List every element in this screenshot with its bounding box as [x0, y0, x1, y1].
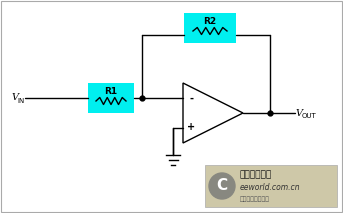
Circle shape	[209, 173, 235, 199]
Bar	[205, 165, 337, 207]
Text: eeworld.com.cn: eeworld.com.cn	[240, 184, 300, 193]
Bar	[184, 13, 236, 43]
Text: +: +	[187, 122, 195, 132]
Text: 新型电子设计之家: 新型电子设计之家	[240, 196, 270, 202]
Text: V: V	[296, 108, 303, 118]
Text: 电子工程世界: 电子工程世界	[240, 170, 272, 180]
Text: IN: IN	[17, 98, 24, 104]
Text: OUT: OUT	[302, 113, 317, 119]
Bar	[88, 83, 134, 113]
Text: R2: R2	[203, 16, 216, 26]
Text: C: C	[216, 178, 227, 193]
Text: V: V	[12, 94, 19, 102]
Text: R1: R1	[104, 86, 118, 95]
Text: -: -	[189, 94, 193, 104]
